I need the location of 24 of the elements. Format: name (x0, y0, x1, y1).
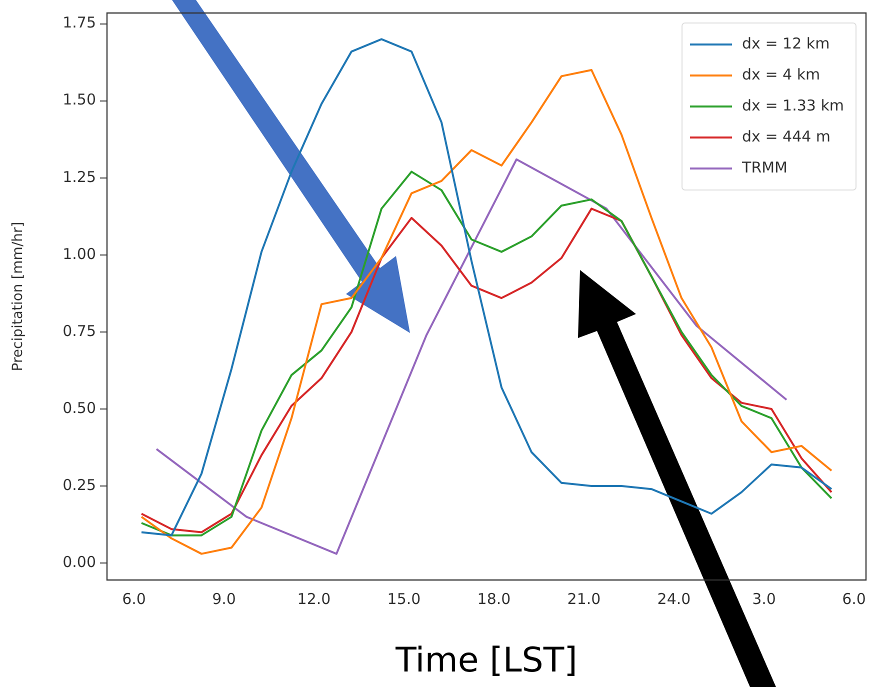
x-tick-label: 9.0 (212, 590, 236, 608)
y-tick-label: 0.75 (62, 322, 96, 340)
legend-label: dx = 1.33 km (742, 96, 844, 114)
y-tick-label: 0.00 (62, 552, 96, 571)
x-tick-label: 12.0 (297, 590, 331, 608)
y-tick-label: 1.75 (62, 14, 96, 32)
x-axis-title: Time [LST] (394, 640, 578, 680)
y-tick-label: 0.25 (62, 476, 96, 494)
y-tick-label: 1.00 (62, 244, 96, 263)
x-tick-label: 15.0 (387, 590, 421, 608)
y-axis-title: Precipitation [mm/hr] (10, 222, 26, 372)
x-tick-label: 18.0 (477, 590, 511, 608)
y-tick-label: 0.50 (62, 398, 96, 417)
x-tick-label: 21.0 (567, 590, 601, 608)
x-tick-label: 6.0 (842, 590, 866, 608)
y-tick-label: 1.25 (62, 168, 96, 186)
legend-label: dx = 4 km (742, 65, 820, 84)
legend-label: TRMM (741, 158, 788, 176)
x-tick-label: 24.0 (657, 590, 691, 608)
legend-label: dx = 444 m (742, 127, 831, 146)
x-tick-label: 3.0 (752, 590, 776, 608)
x-tick-label: 6.0 (122, 590, 146, 608)
legend-label: dx = 12 km (742, 34, 830, 52)
y-tick-label: 1.50 (62, 90, 96, 109)
